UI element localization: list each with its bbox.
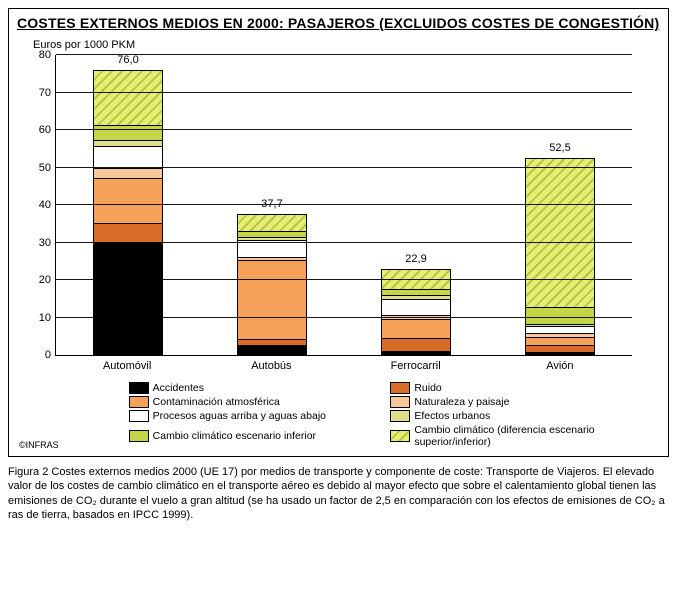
bar-wrapper: 76,0 bbox=[93, 70, 163, 355]
y-tick: 20 bbox=[39, 274, 51, 286]
bar-segment-contaminacion bbox=[237, 261, 307, 340]
figure-container: COSTES EXTERNOS MEDIOS EN 2000: PASAJERO… bbox=[8, 8, 669, 457]
legend-swatch bbox=[390, 430, 410, 442]
legend-swatch bbox=[390, 396, 410, 408]
bar-segment-contaminacion bbox=[93, 179, 163, 224]
x-label: Avión bbox=[525, 360, 595, 372]
y-tick: 0 bbox=[45, 349, 51, 361]
x-axis-labels: Automóvil Autobús Ferrocarril Avión bbox=[55, 360, 632, 372]
legend-swatch bbox=[129, 410, 149, 422]
legend-item: Ruido bbox=[390, 382, 652, 394]
bar-segment-contaminacion bbox=[525, 338, 595, 346]
bar-column: 52,5 bbox=[525, 158, 595, 355]
legend-swatch bbox=[129, 382, 149, 394]
legend: Accidentes Ruido Contaminación atmosférica… bbox=[129, 382, 652, 448]
bar-segment-accidentes bbox=[381, 352, 451, 355]
bar-column: 37,7 bbox=[237, 214, 307, 355]
bar-segment-ruido bbox=[381, 339, 451, 352]
gridline bbox=[56, 242, 632, 243]
source-label: ©INFRAS bbox=[19, 440, 59, 450]
y-tick: 40 bbox=[39, 199, 51, 211]
legend-swatch bbox=[390, 382, 410, 394]
bar-segment-ruido bbox=[525, 346, 595, 354]
legend-item: Cambio climático (diferencia escenario s… bbox=[390, 424, 652, 448]
bar-segment-ruido bbox=[93, 224, 163, 243]
bar-column: 22,9 bbox=[381, 269, 451, 355]
legend-label: Contaminación atmosférica bbox=[153, 396, 280, 408]
legend-label: Procesos aguas arriba y aguas abajo bbox=[153, 410, 326, 422]
gridline bbox=[56, 92, 632, 93]
bars-container: 76,0 37,7 22,9 52,5 bbox=[56, 55, 632, 355]
bar-segment-contaminacion bbox=[381, 320, 451, 339]
gridline bbox=[56, 129, 632, 130]
x-label: Ferrocarril bbox=[381, 360, 451, 372]
y-axis: 01020304050607080 bbox=[15, 55, 55, 355]
bar-segment-naturaleza bbox=[93, 169, 163, 178]
x-label: Autobús bbox=[236, 360, 306, 372]
plot-region: 76,0 37,7 22,9 52,5 bbox=[55, 55, 632, 356]
bar-segment-procesos bbox=[525, 327, 595, 335]
chart-area: 01020304050607080 76,037,722,952,5 bbox=[15, 55, 662, 356]
bar-segment-clima_diff bbox=[525, 158, 595, 308]
bar-segment-procesos bbox=[237, 241, 307, 258]
x-label: Automóvil bbox=[92, 360, 162, 372]
gridline bbox=[56, 279, 632, 280]
legend-item: Procesos aguas arriba y aguas abajo bbox=[129, 410, 391, 422]
y-tick: 70 bbox=[39, 87, 51, 99]
legend-label: Cambio climático escenario inferior bbox=[153, 430, 316, 442]
legend-label: Accidentes bbox=[153, 382, 204, 394]
bar-total-label: 52,5 bbox=[525, 142, 595, 154]
figure-caption: Figura 2 Costes externos medios 2000 (UE… bbox=[8, 465, 669, 522]
legend-item: Cambio climático escenario inferior bbox=[129, 424, 391, 448]
legend-label: Efectos urbanos bbox=[414, 410, 490, 422]
bar-total-label: 22,9 bbox=[381, 253, 451, 265]
bar-segment-accidentes bbox=[525, 353, 595, 355]
legend-label: Naturaleza y paisaje bbox=[414, 396, 509, 408]
bar-wrapper: 37,7 bbox=[237, 214, 307, 355]
bar-wrapper: 22,9 bbox=[381, 269, 451, 355]
legend-swatch bbox=[129, 396, 149, 408]
bar-segment-clima_diff bbox=[93, 70, 163, 126]
bar-segment-accidentes bbox=[237, 346, 307, 355]
gridline bbox=[56, 54, 632, 55]
y-tick: 30 bbox=[39, 237, 51, 249]
gridline bbox=[56, 167, 632, 168]
bar-total-label: 76,0 bbox=[93, 54, 163, 66]
y-tick: 10 bbox=[39, 312, 51, 324]
legend-label: Cambio climático (diferencia escenario s… bbox=[414, 424, 652, 448]
bar-segment-procesos bbox=[381, 300, 451, 317]
gridline bbox=[56, 204, 632, 205]
legend-item: Contaminación atmosférica bbox=[129, 396, 391, 408]
legend-item: Accidentes bbox=[129, 382, 391, 394]
bar-column: 76,0 bbox=[93, 70, 163, 355]
bar-segment-clima_diff bbox=[237, 214, 307, 233]
chart-title: COSTES EXTERNOS MEDIOS EN 2000: PASAJERO… bbox=[17, 15, 662, 31]
y-tick: 80 bbox=[39, 49, 51, 61]
y-axis-label: Euros por 1000 PKM bbox=[33, 39, 662, 51]
bar-wrapper: 52,5 bbox=[525, 158, 595, 355]
legend-swatch bbox=[129, 430, 149, 442]
y-tick: 60 bbox=[39, 124, 51, 136]
bar-segment-accidentes bbox=[93, 243, 163, 356]
legend-item: Efectos urbanos bbox=[390, 410, 652, 422]
legend-swatch bbox=[390, 410, 410, 422]
legend-item: Naturaleza y paisaje bbox=[390, 396, 652, 408]
y-tick: 50 bbox=[39, 162, 51, 174]
gridline bbox=[56, 317, 632, 318]
legend-label: Ruido bbox=[414, 382, 441, 394]
